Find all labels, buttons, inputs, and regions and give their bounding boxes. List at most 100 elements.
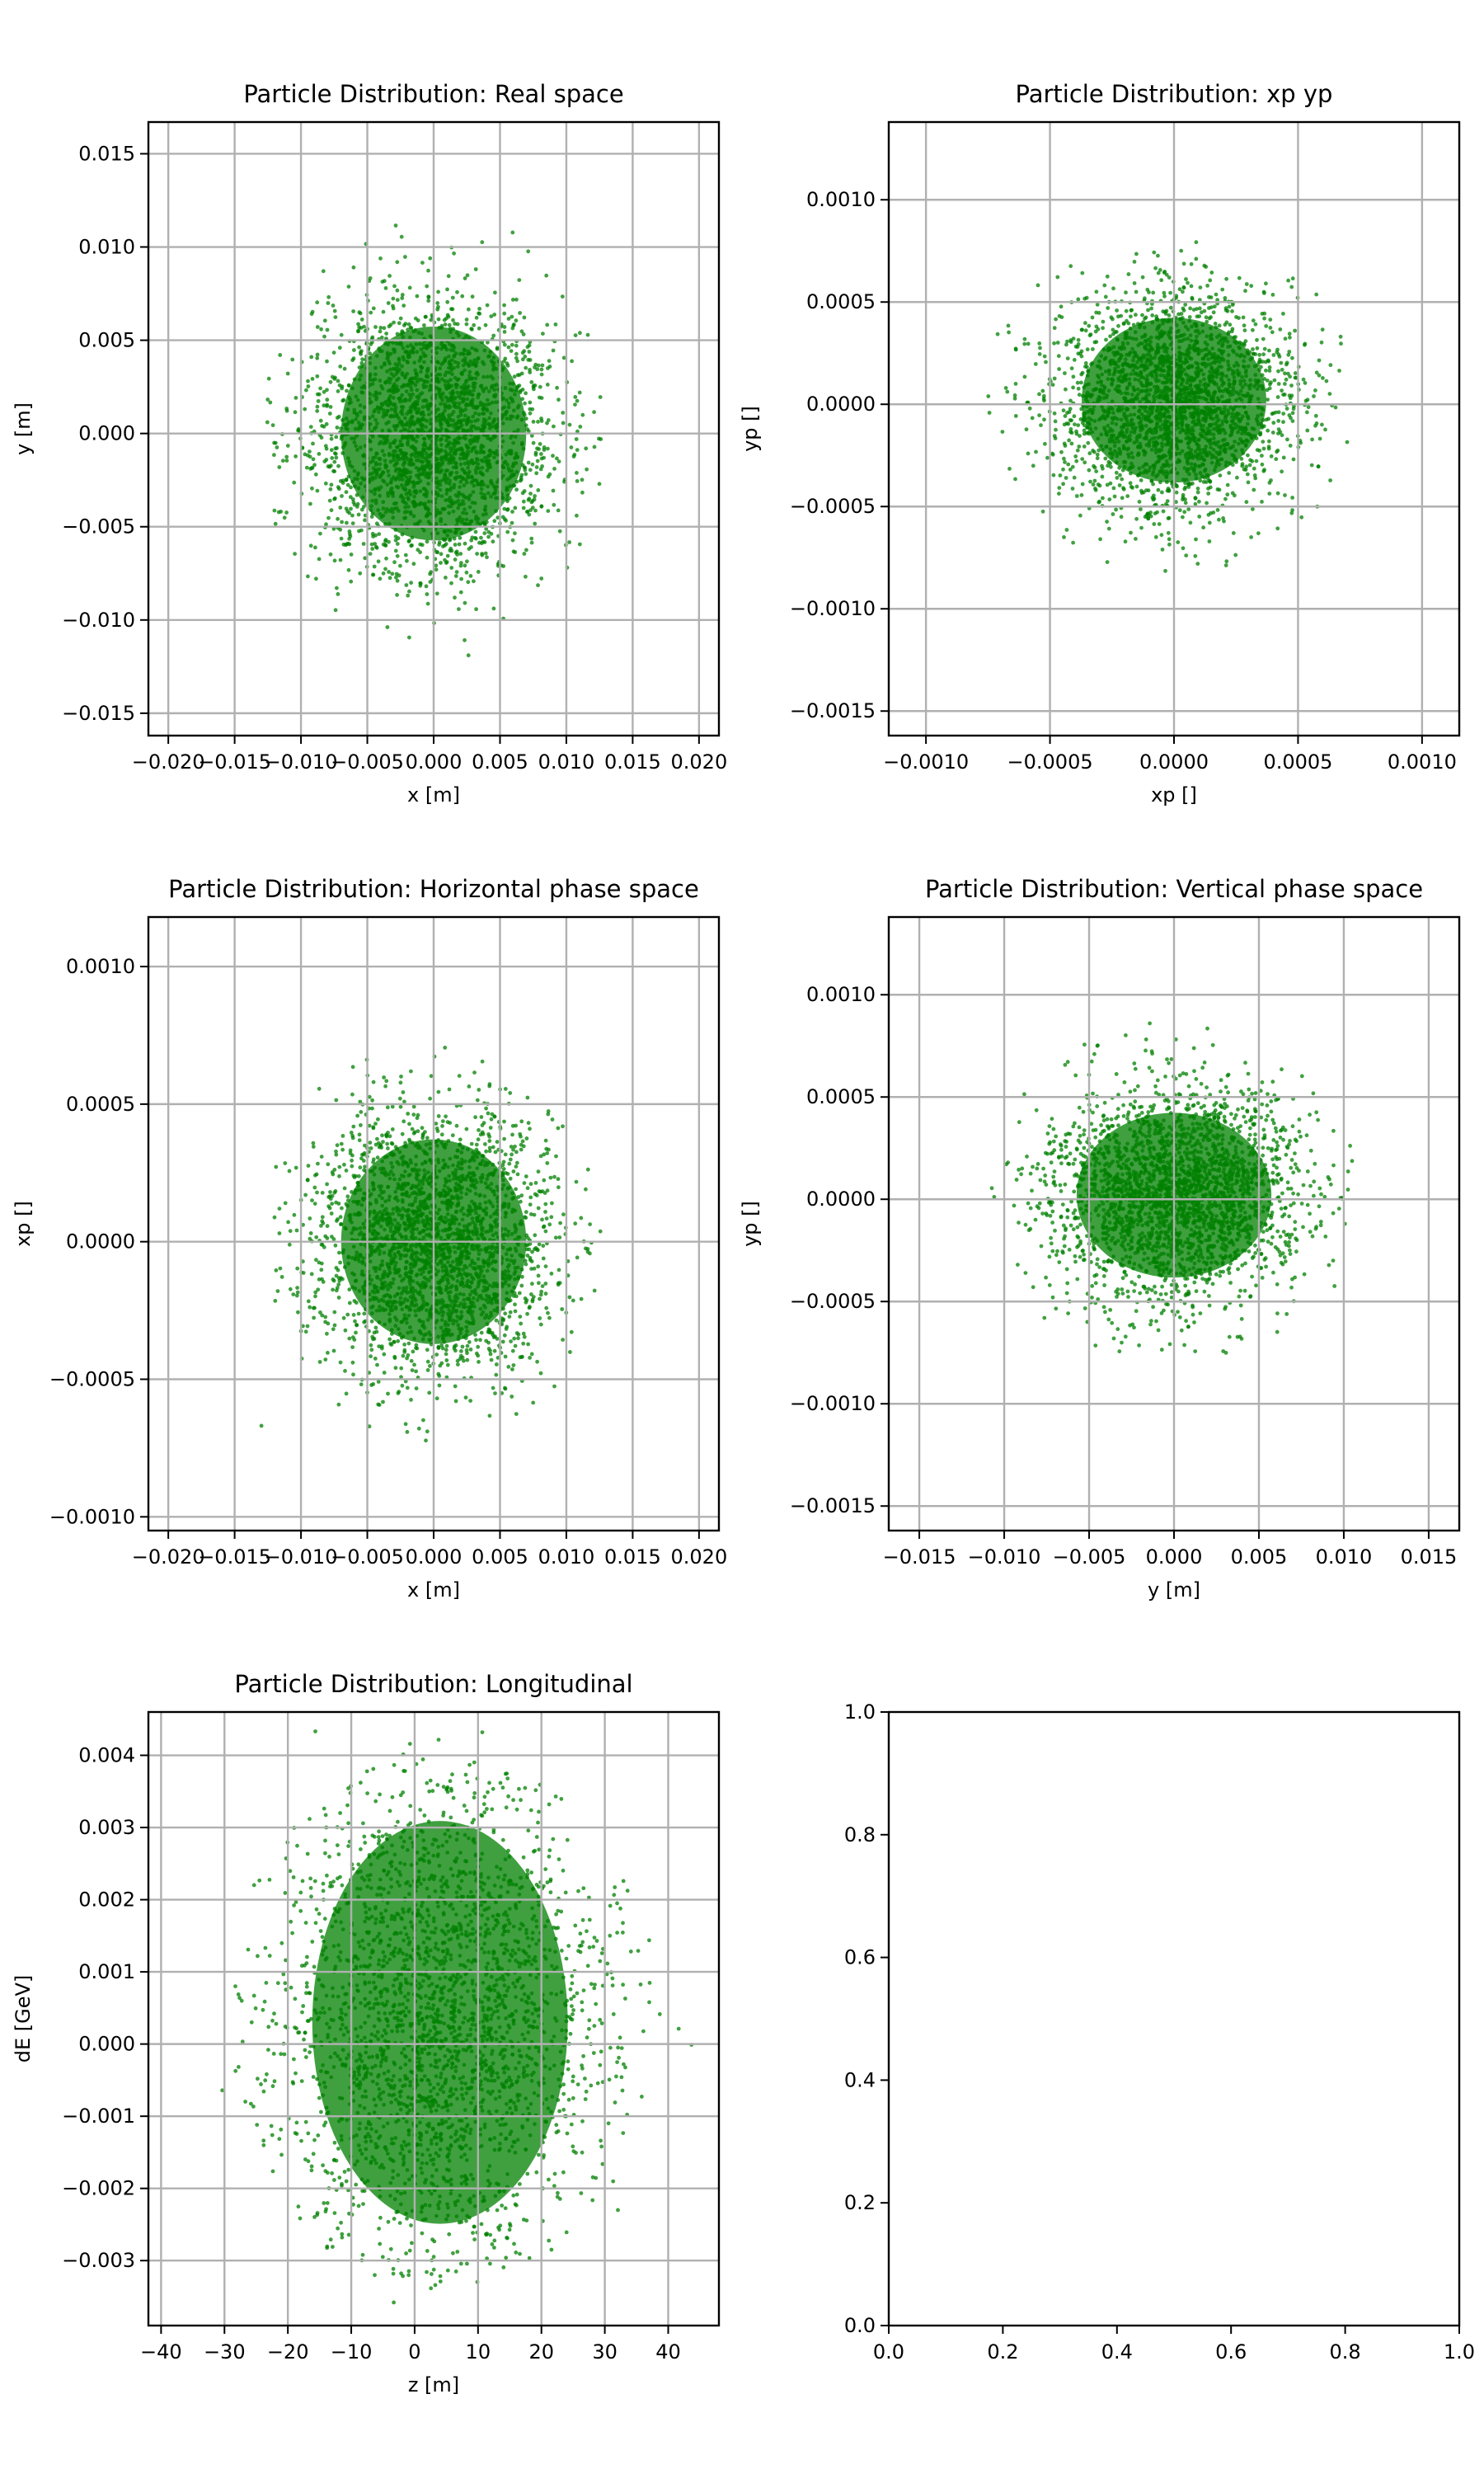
scatter-point [1057,313,1062,318]
scatter-point [1101,319,1106,324]
scatter-point [332,496,336,501]
scatter-point [1079,380,1083,385]
scatter-point [395,553,400,558]
scatter-point [349,579,354,584]
scatter-point [1174,295,1178,300]
scatter-point [351,309,355,313]
scatter-point [1139,525,1144,530]
scatter-point [527,350,532,354]
scatter-point [1317,358,1322,363]
scatter-point [539,452,543,456]
scatter-point [491,606,496,611]
scatter-point [346,383,351,388]
x-axis-label: x [m] [407,783,460,807]
scatter-point [1252,466,1256,471]
scatter-point [1270,430,1275,435]
scatter-point [318,418,323,423]
scatter-point [1269,478,1273,482]
scatter-point [1092,449,1097,454]
scatter-point [483,322,488,327]
scatter-point [529,500,534,505]
scatter-point [560,294,565,299]
scatter-point [1328,478,1332,482]
scatter-point [1181,546,1186,551]
scatter-point [1114,470,1119,475]
scatter-point [1111,486,1116,491]
scatter-point [1245,472,1250,477]
scatter-point [330,374,335,379]
scatter-point [539,372,544,377]
scatter-point [510,230,515,235]
scatter-point [345,482,350,487]
scatter-point [1227,304,1232,309]
scatter-point [585,332,590,337]
scatter-point [1283,382,1287,386]
scatter-point [331,526,336,531]
scatter-point [1254,459,1259,463]
scatter-point [1129,530,1133,535]
scatter-point [1293,371,1298,375]
scatter-point [445,287,449,292]
scatter-point [1120,496,1125,501]
scatter-point [1208,485,1213,490]
scatter-point [418,550,422,555]
scatter-point [502,330,507,334]
scatter-point [449,307,453,312]
scatter-point [1267,492,1272,496]
scatter-point [1310,437,1314,442]
scatter-point [1134,516,1139,521]
scatter-point [1187,315,1192,319]
scatter-point [1167,537,1172,542]
scatter-point [1253,476,1258,481]
scatter-point [350,521,355,525]
scatter-point [472,322,477,327]
scatter-point [415,294,420,299]
scatter-point [1205,284,1209,288]
scatter-point [1091,482,1096,487]
scatter-point [1251,507,1255,511]
scatter-point [514,318,519,323]
scatter-point [1253,322,1258,327]
scatter-point [1255,346,1260,350]
scatter-point [1213,322,1218,326]
scatter-point [1211,310,1216,315]
scatter-point [1031,463,1036,468]
scatter-point [1193,553,1198,558]
scatter-point [485,555,489,560]
scatter-point [458,563,463,568]
scatter-point [338,557,343,562]
scatter-point [373,544,378,549]
scatter-point [1283,336,1288,341]
scatter-point [1055,275,1060,280]
scatter-point [1007,467,1012,471]
scatter-point [453,543,458,547]
scatter-point [546,509,551,513]
scatter-point [349,485,353,490]
scatter-point [308,454,312,459]
scatter-point [1317,373,1322,378]
scatter-point [1053,419,1058,424]
scatter-point [1281,312,1285,316]
scatter-point [330,456,335,460]
scatter-point [368,276,373,280]
scatter-point [514,297,519,302]
scatter-point [386,301,391,305]
scatter-point [327,498,332,503]
scatter-point [1183,501,1188,506]
scatter-point [525,345,530,350]
scatter-point [547,472,552,477]
scatter-point [378,256,383,261]
scatter-point [1188,306,1192,311]
scatter-point [1255,337,1259,342]
scatter-point [520,357,525,362]
scatter-point [1217,323,1222,328]
scatter-point [359,507,364,512]
scatter-point [1134,537,1138,541]
scatter-point [303,407,308,412]
scatter-point [469,545,473,549]
scatter-point [509,349,514,353]
scatter-point [436,289,440,294]
scatter-point [359,528,364,533]
scatter-point [1188,520,1193,525]
y-tick-label: −0.010 [62,609,135,632]
